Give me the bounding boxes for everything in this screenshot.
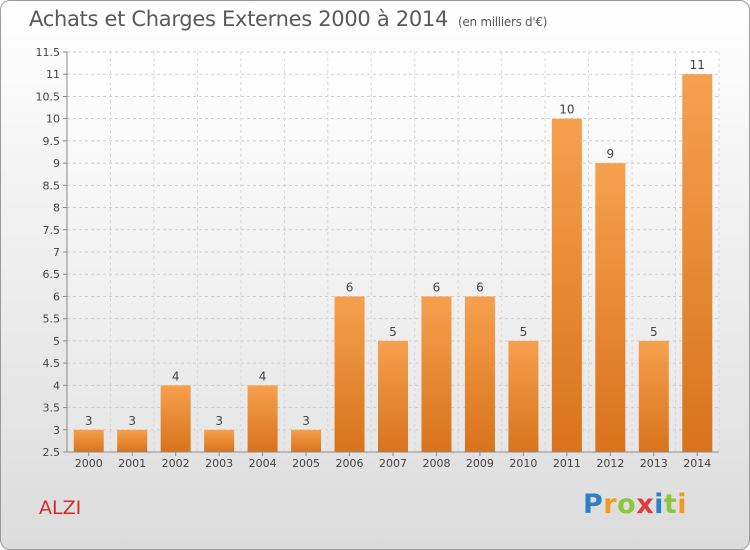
y-tick-label: 8.5 [43, 179, 61, 192]
bar [291, 429, 322, 452]
y-tick-label: 3 [53, 424, 60, 437]
data-label: 3 [215, 414, 223, 428]
data-label: 6 [476, 280, 484, 294]
y-tick-label: 11 [46, 68, 60, 81]
bar [682, 74, 713, 452]
data-label: 6 [346, 280, 354, 294]
x-tick-label: 2014 [683, 457, 711, 470]
x-tick-label: 2011 [553, 457, 581, 470]
bar [464, 296, 495, 452]
bar [638, 340, 669, 452]
chart-title-text: Achats et Charges Externes 2000 à 2014 [29, 7, 449, 31]
y-tick-label: 6 [53, 290, 60, 303]
x-tick-label: 2006 [336, 457, 364, 470]
bar [334, 296, 365, 452]
x-tick-label: 2000 [75, 457, 103, 470]
commune-name: ALZI [39, 497, 82, 519]
y-tick-label: 10 [46, 113, 60, 126]
bar [117, 429, 148, 452]
data-label: 3 [128, 414, 136, 428]
bar [247, 385, 278, 452]
data-label: 3 [85, 414, 93, 428]
x-tick-label: 2002 [162, 457, 190, 470]
x-tick-label: 2010 [509, 457, 537, 470]
logo-letter: o [617, 489, 637, 520]
logo-letter: i [677, 489, 688, 520]
bar [595, 163, 626, 452]
x-tick-label: 2007 [379, 457, 407, 470]
logo-letter: i [654, 489, 664, 520]
logo-letter: P [583, 489, 604, 520]
x-tick-label: 2009 [466, 457, 494, 470]
y-tick-label: 2.5 [43, 446, 61, 459]
bar [73, 429, 104, 452]
bar [551, 118, 582, 453]
y-tick-label: 9 [53, 157, 60, 170]
bar [160, 385, 191, 452]
y-tick-label: 7 [53, 246, 60, 259]
proxiti-logo[interactable]: Proxiti [583, 489, 687, 520]
y-tick-label: 8 [53, 202, 60, 215]
bar [508, 340, 539, 452]
y-tick-label: 4 [53, 379, 60, 392]
data-label: 10 [559, 103, 574, 117]
bar [378, 340, 408, 452]
x-tick-label: 2012 [596, 457, 624, 470]
x-tick-label: 2013 [640, 457, 668, 470]
bar [204, 429, 235, 452]
y-tick-label: 4.5 [43, 357, 61, 370]
data-label: 11 [690, 58, 705, 72]
y-tick-label: 11.5 [36, 46, 61, 59]
y-tick-label: 3.5 [43, 402, 61, 415]
x-tick-label: 2001 [118, 457, 146, 470]
data-label: 5 [389, 325, 397, 339]
data-label: 5 [520, 325, 528, 339]
logo-letter: r [603, 489, 618, 520]
y-tick-label: 6.5 [43, 268, 61, 281]
logo-letter: x [636, 489, 655, 520]
y-tick-label: 9.5 [43, 135, 61, 148]
logo-letter: t [663, 489, 678, 520]
data-label: 9 [607, 147, 615, 161]
data-label: 4 [172, 369, 180, 383]
y-tick-label: 10.5 [36, 90, 61, 103]
x-tick-label: 2005 [292, 457, 320, 470]
y-tick-label: 7.5 [43, 224, 61, 237]
chart-title: Achats et Charges Externes 2000 à 2014 (e… [29, 7, 547, 31]
x-tick-label: 2008 [422, 457, 450, 470]
data-label: 3 [302, 414, 310, 428]
data-label: 4 [259, 369, 267, 383]
data-label: 5 [650, 325, 658, 339]
y-tick-label: 5 [53, 335, 60, 348]
data-label: 6 [433, 280, 441, 294]
chart-subtitle: (en milliers d'€) [458, 15, 548, 29]
x-tick-label: 2004 [249, 457, 277, 470]
y-tick-label: 5.5 [43, 313, 61, 326]
bar [421, 296, 452, 452]
x-tick-label: 2003 [205, 457, 233, 470]
